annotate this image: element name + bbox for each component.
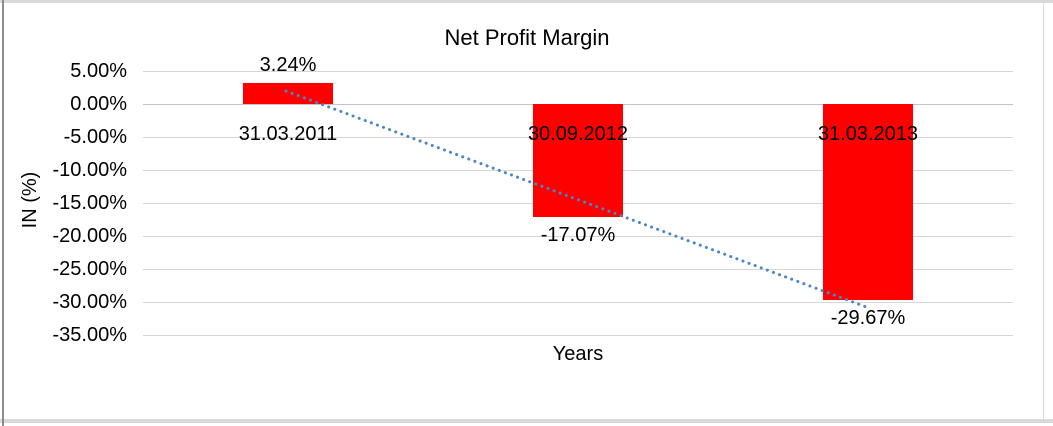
frame-border-left [2,0,4,426]
frame-border-bottom [0,419,1053,423]
category-label: 31.03.2011 [238,123,338,145]
gridline [143,70,1013,72]
bar-value-label: -17.07% [540,223,616,246]
category-label: 30.09.2012 [527,123,629,145]
y-tick-label: -10.00% [52,159,128,181]
bar[interactable] [533,104,623,217]
y-tick-label: -5.00% [63,126,127,148]
gridline [143,334,1013,336]
gridline [143,301,1013,303]
y-tick-label: 5.00% [70,60,127,82]
chart-title: Net Profit Margin [444,25,610,50]
bar-value-label: -29.67% [830,306,906,329]
bar-value-label: 3.24% [259,53,317,76]
bar[interactable] [243,82,333,104]
y-tick-label: -20.00% [52,225,128,247]
category-label: 31.03.2013 [817,123,919,145]
frame-border-top [0,0,1053,3]
y-tick-label: -35.00% [52,324,128,346]
y-tick-label: -30.00% [52,291,128,313]
y-tick-label: -15.00% [52,192,128,214]
x-axis-title: Years [552,343,604,365]
frame-border-right [1043,0,1044,423]
y-tick-label: -25.00% [52,258,128,280]
y-tick-label: 0.00% [70,93,127,115]
